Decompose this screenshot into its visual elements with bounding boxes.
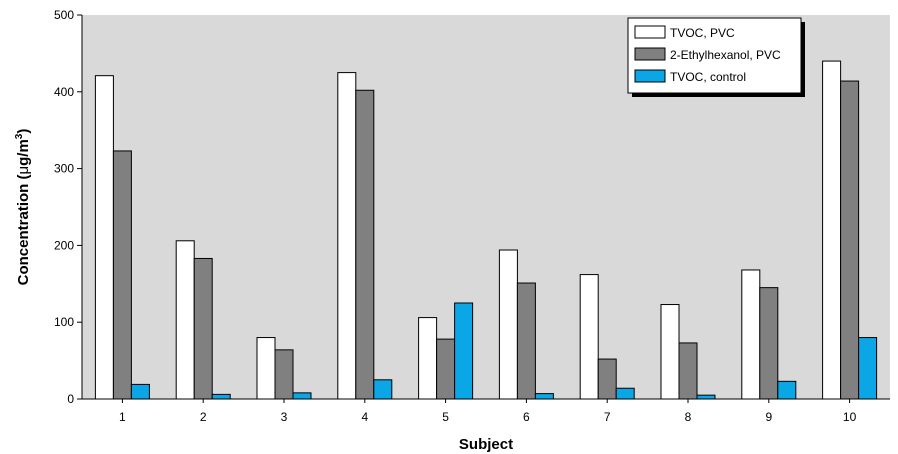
y-tick-label: 100 [54, 315, 74, 329]
legend-label-2-ethylhexanol-pvc: 2-Ethylhexanol, PVC [670, 48, 781, 62]
bar-subject-2-series-2 [193, 257, 213, 400]
bar-subject-9-series-2 [759, 287, 779, 400]
x-tick-label: 3 [281, 410, 288, 424]
bar-subject-4-series-2 [355, 89, 375, 400]
x-tick-label: 4 [361, 410, 368, 424]
y-tick-label: 0 [67, 392, 74, 406]
bar-subject-9-series-1 [741, 269, 761, 400]
legend-swatch-2-ethylhexanol-pvc [634, 47, 666, 61]
bar-subject-9-series-3 [777, 380, 797, 400]
y-axis-title-main: Concentration ( [15, 175, 32, 286]
bar-subject-3-series-3 [292, 392, 312, 400]
y-tick-label: 200 [54, 238, 74, 252]
bar-subject-7-series-3 [615, 387, 635, 400]
y-axis-title: Concentration (μg/m3) [14, 129, 32, 286]
y-axis-title-superscript: 3 [14, 133, 25, 139]
bar-subject-2-series-3 [211, 393, 231, 400]
x-tick-label: 6 [523, 410, 530, 424]
legend-label-tvoc-pvc: TVOC, PVC [670, 26, 735, 40]
legend-swatch-tvoc-pvc [634, 25, 666, 39]
x-tick-label: 7 [604, 410, 611, 424]
bar-subject-1-series-1 [94, 75, 114, 400]
x-tick-label: 2 [200, 410, 207, 424]
x-tick-label: 8 [685, 410, 692, 424]
bar-subject-5-series-3 [454, 302, 474, 400]
bar-subject-10-series-3 [858, 337, 878, 400]
bar-subject-6-series-2 [516, 282, 536, 400]
x-tick-label: 5 [442, 410, 449, 424]
bar-subject-4-series-1 [337, 72, 357, 400]
y-axis-title-mu: μ [15, 166, 32, 175]
x-axis-ticks: 1 2 3 4 5 6 7 8 9 10 [119, 399, 857, 424]
y-axis-title-unit: g/m [15, 139, 32, 166]
x-axis-title: Subject [459, 436, 513, 453]
y-axis-title-close: ) [15, 129, 32, 134]
y-tick-label: 300 [54, 162, 74, 176]
legend-label-tvoc-control: TVOC, control [670, 70, 746, 84]
bar-subject-5-series-2 [436, 338, 456, 400]
bar-subject-3-series-2 [274, 349, 294, 400]
bar-subject-6-series-3 [534, 393, 554, 400]
bar-subject-5-series-1 [418, 317, 438, 400]
y-tick-label: 400 [54, 85, 74, 99]
bar-subject-6-series-1 [498, 249, 518, 400]
bar-subject-1-series-3 [130, 383, 150, 400]
bar-subject-8-series-2 [678, 342, 698, 400]
bar-subject-10-series-1 [822, 60, 842, 400]
y-axis-ticks: 0 100 200 300 400 500 [54, 8, 82, 406]
bar-subject-8-series-3 [696, 394, 716, 400]
legend: TVOC, PVC 2-Ethylhexanol, PVC TVOC, cont… [627, 17, 805, 97]
y-tick-label: 500 [54, 8, 74, 22]
x-tick-label: 10 [843, 410, 857, 424]
bar-subject-4-series-3 [373, 379, 393, 400]
bar-subject-7-series-1 [579, 274, 599, 400]
bar-subject-3-series-1 [256, 337, 276, 400]
x-tick-label: 9 [765, 410, 772, 424]
x-tick-label: 1 [119, 410, 126, 424]
bar-subject-10-series-2 [840, 80, 860, 400]
legend-swatch-tvoc-control [634, 69, 666, 83]
bars-group [94, 60, 878, 400]
bar-subject-2-series-1 [175, 240, 195, 400]
bar-subject-8-series-1 [660, 304, 680, 400]
bar-subject-1-series-2 [112, 150, 132, 400]
bar-subject-7-series-2 [597, 358, 617, 400]
